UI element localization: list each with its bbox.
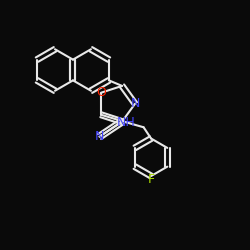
Text: NH: NH [117, 116, 136, 129]
Text: N: N [130, 97, 140, 110]
Text: N: N [95, 130, 104, 143]
Text: O: O [96, 86, 106, 99]
Text: F: F [148, 173, 155, 186]
